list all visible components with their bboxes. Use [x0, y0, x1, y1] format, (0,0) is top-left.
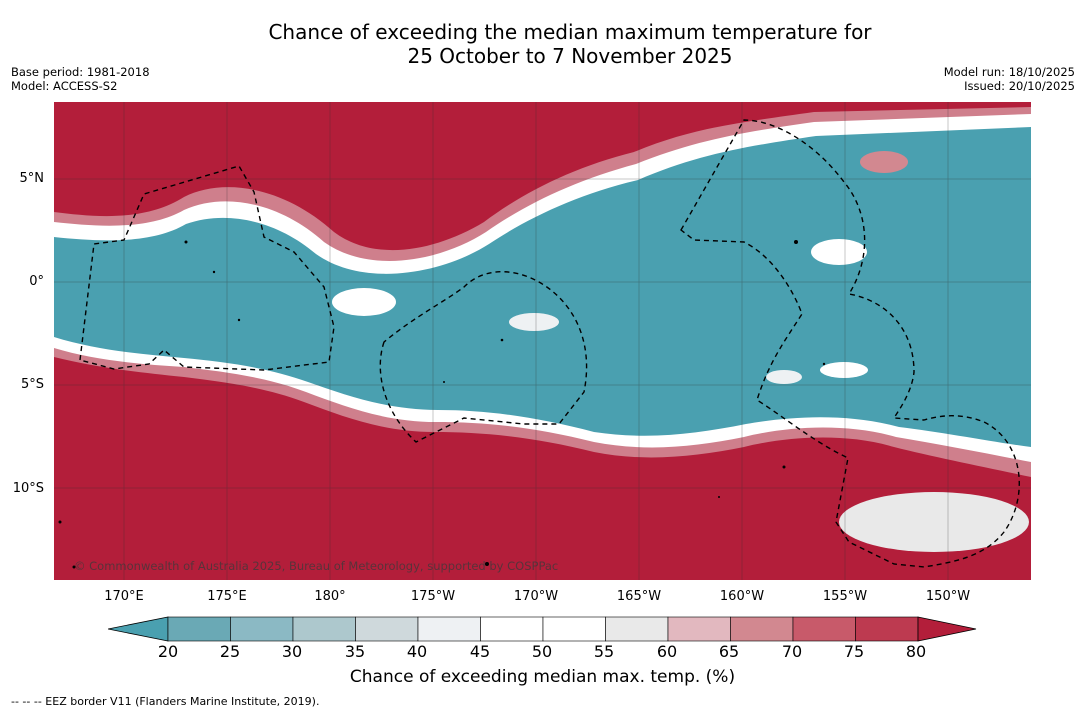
patch-2	[509, 313, 559, 331]
patch-6	[860, 151, 908, 173]
lon-label-160w: 160°W	[719, 589, 765, 604]
colorbar-segment	[230, 616, 294, 642]
colorbar-extend-low	[108, 616, 169, 642]
eez-legend-note: -- -- -- EEZ border V11 (Flanders Marine…	[11, 695, 320, 708]
colorbar-tick-80: 80	[905, 642, 927, 661]
colorbar-segment	[730, 616, 794, 642]
colorbar-tick-40: 40	[406, 642, 428, 661]
colorbar-segment	[167, 616, 231, 642]
title-line-1: Chance of exceeding the median maximum t…	[268, 20, 872, 44]
lon-label-175w: 175°W	[410, 589, 456, 604]
lon-label-150w: 150°W	[925, 589, 971, 604]
lon-label-175e: 175°E	[207, 589, 247, 604]
eez-border-3	[680, 119, 1020, 568]
lon-label-180: 180°	[314, 589, 346, 604]
lat-label-5n: 5°N	[19, 171, 45, 186]
patch-5	[766, 370, 802, 384]
colorbar-tick-35: 35	[344, 642, 366, 661]
map-title: Chance of exceeding the median maximum t…	[0, 20, 1085, 68]
map-svg	[54, 102, 1031, 580]
title-line-2: 25 October to 7 November 2025	[407, 44, 733, 68]
meta-left: Base period: 1981-2018 Model: ACCESS-S2	[11, 65, 150, 93]
colorbar-segment	[417, 616, 481, 642]
lat-label-10s: 10°S	[12, 481, 44, 496]
patch-7	[839, 492, 1029, 552]
map-canvas: © Commonwealth of Australia 2025, Bureau…	[54, 102, 1031, 580]
colorbar-segment	[792, 616, 856, 642]
lon-label-165w: 165°W	[616, 589, 662, 604]
lon-label-170w: 170°W	[513, 589, 559, 604]
colorbar-extend-high	[917, 616, 977, 642]
islands	[58, 240, 826, 569]
copyright-notice: © Commonwealth of Australia 2025, Bureau…	[74, 559, 559, 573]
meta-right: Model run: 18/10/2025 Issued: 20/10/2025	[944, 65, 1075, 93]
colorbar-title: Chance of exceeding median max. temp. (%…	[349, 667, 736, 687]
colorbar-tick-60: 60	[656, 642, 678, 661]
patch-3	[811, 239, 867, 265]
colorbar-tick-55: 55	[593, 642, 615, 661]
model-name: Model: ACCESS-S2	[11, 79, 118, 93]
lat-label-5s: 5°S	[20, 377, 44, 392]
lon-label-170e: 170°E	[104, 589, 144, 604]
colorbar	[108, 616, 977, 642]
eez-border-2	[379, 271, 588, 443]
colorbar-segment	[292, 616, 356, 642]
eez-borders	[79, 119, 1020, 568]
colorbar-tick-20: 20	[157, 642, 179, 661]
colorbar-tick-70: 70	[781, 642, 803, 661]
colorbar-tick-30: 30	[281, 642, 303, 661]
patch-1	[332, 288, 396, 316]
colorbar-segment	[667, 616, 731, 642]
model-run: Model run: 18/10/2025	[943, 65, 1075, 79]
patch-4	[820, 362, 868, 378]
eez-border-1	[79, 165, 335, 371]
issued-date: Issued: 20/10/2025	[964, 79, 1075, 93]
lon-label-155w: 155°W	[822, 589, 868, 604]
colorbar-segment	[855, 616, 919, 642]
colorbar-tick-45: 45	[469, 642, 491, 661]
graticule	[54, 102, 1031, 580]
lat-label-0: 0°	[29, 274, 44, 289]
colorbar-segment	[605, 616, 669, 642]
base-period: Base period: 1981-2018	[11, 65, 150, 79]
colorbar-segments	[108, 616, 977, 642]
colorbar-tick-75: 75	[843, 642, 865, 661]
colorbar-segment	[480, 616, 544, 642]
region-low	[54, 127, 1031, 447]
colorbar-tick-65: 65	[718, 642, 740, 661]
colorbar-tick-50: 50	[531, 642, 553, 661]
colorbar-segment	[542, 616, 606, 642]
colorbar-tick-25: 25	[219, 642, 241, 661]
colorbar-segment	[355, 616, 419, 642]
